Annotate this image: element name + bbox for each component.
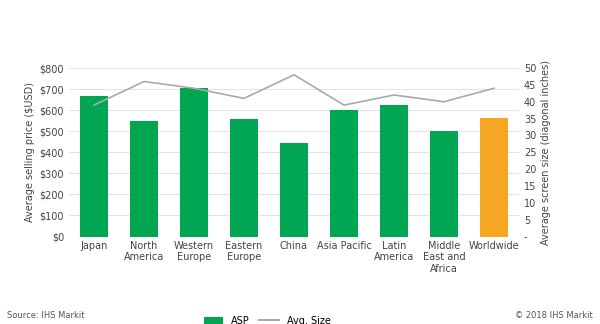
- Text: Source: IHS Markit: Source: IHS Markit: [7, 311, 85, 320]
- Legend: ASP, Avg. Size: ASP, Avg. Size: [200, 312, 334, 324]
- Bar: [330, 110, 358, 237]
- Bar: [80, 97, 108, 237]
- Text: Q1-18 Average selling price by new regional TV pricing & average screen size
by : Q1-18 Average selling price by new regio…: [7, 15, 589, 45]
- Y-axis label: Average screen size (diagonal inches): Average screen size (diagonal inches): [541, 60, 551, 245]
- Bar: [130, 121, 158, 237]
- Bar: [430, 131, 458, 237]
- Y-axis label: Average selling price ($USD): Average selling price ($USD): [25, 82, 35, 222]
- Text: © 2018 IHS Markit: © 2018 IHS Markit: [515, 311, 593, 320]
- Bar: [380, 105, 408, 237]
- Bar: [180, 88, 208, 237]
- Bar: [280, 143, 308, 237]
- Bar: [480, 118, 508, 237]
- Bar: [230, 119, 258, 237]
